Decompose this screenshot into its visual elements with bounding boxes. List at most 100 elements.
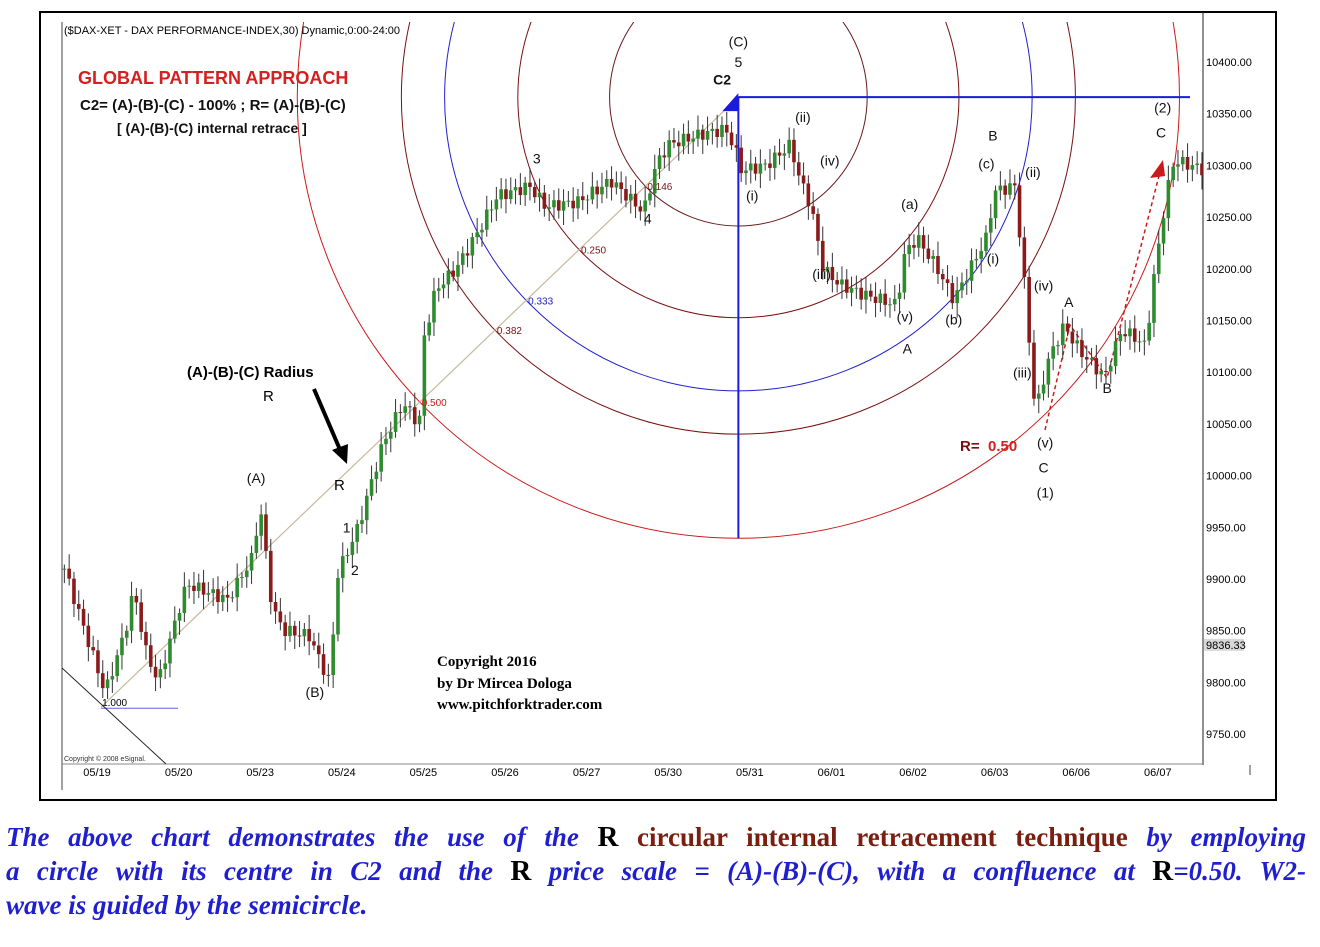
candle-body bbox=[964, 280, 969, 283]
date-tick-label: 05/26 bbox=[491, 767, 519, 779]
fib-label: 0.250 bbox=[581, 246, 606, 257]
candle-body bbox=[1008, 183, 1012, 195]
candle-body bbox=[201, 582, 206, 595]
candle-body bbox=[835, 280, 839, 285]
candle-body bbox=[216, 589, 220, 603]
chart-header: ($DAX-XET - DAX PERFORMANCE-INDEX,30) Dy… bbox=[64, 25, 400, 37]
date-tick-label: 06/03 bbox=[981, 767, 1009, 779]
candle-body bbox=[340, 556, 345, 578]
candle-body bbox=[465, 253, 470, 256]
date-tick-label: 05/20 bbox=[165, 767, 193, 779]
candle-body bbox=[1147, 322, 1151, 341]
candle-body bbox=[720, 124, 724, 137]
candle-body bbox=[1065, 323, 1070, 332]
candles bbox=[62, 111, 1203, 699]
candle-body bbox=[1128, 328, 1132, 337]
candle-body bbox=[532, 186, 537, 198]
w2-dashed-path bbox=[1044, 171, 1161, 431]
candle-body bbox=[388, 431, 393, 439]
candle-body bbox=[326, 674, 331, 676]
wave-label: 5 bbox=[734, 54, 742, 70]
candle-body bbox=[1017, 185, 1022, 238]
caption-text: =0.50. W2- bbox=[1173, 856, 1306, 886]
candle-body bbox=[302, 628, 307, 637]
candle-body bbox=[470, 237, 475, 256]
price-ticks: 10400.00 10350.00 10300.00 10250.00 10200.00… bbox=[1204, 57, 1252, 741]
chart-title: GLOBAL PATTERN APPROACH bbox=[78, 68, 348, 88]
candle-body bbox=[1003, 185, 1007, 195]
candle-body bbox=[398, 412, 403, 414]
date-tick-label: 05/19 bbox=[83, 767, 111, 779]
caption-r: R bbox=[597, 821, 619, 853]
candle-body bbox=[614, 182, 619, 188]
wave-label: 3 bbox=[533, 150, 541, 166]
candle-body bbox=[494, 199, 499, 210]
candle-body bbox=[384, 438, 388, 445]
candle-body bbox=[403, 406, 407, 413]
candle-body bbox=[758, 163, 763, 174]
candle-body bbox=[489, 209, 494, 211]
candle-body bbox=[196, 582, 201, 592]
candle-body bbox=[763, 163, 767, 165]
candle-body bbox=[600, 186, 604, 195]
last-price-box bbox=[1204, 638, 1244, 651]
candle-body bbox=[240, 577, 244, 579]
candle-body bbox=[955, 290, 959, 304]
candle-body bbox=[422, 335, 427, 416]
wave-label: (ii) bbox=[1025, 164, 1041, 180]
candle-body bbox=[676, 142, 681, 147]
candle-body bbox=[696, 129, 700, 139]
candle-body bbox=[1137, 341, 1142, 343]
price-tick-label: 9900.00 bbox=[1206, 574, 1246, 586]
chart-subtitle: C2= (A)-(B)-(C) - 100% ; R= (A)-(B)-(C) bbox=[80, 97, 346, 114]
candle-body bbox=[902, 254, 907, 293]
caption-text: by employing bbox=[1127, 822, 1306, 852]
candle-body bbox=[1080, 340, 1084, 358]
candle-body bbox=[374, 471, 379, 480]
candle-body bbox=[1195, 163, 1199, 166]
candle-body bbox=[1089, 358, 1094, 360]
candle-body bbox=[792, 139, 796, 163]
candle-body bbox=[633, 193, 638, 207]
candle-body bbox=[921, 235, 926, 249]
candle-body bbox=[292, 625, 297, 636]
copyright-line: by Dr Mircea Dologa bbox=[437, 676, 572, 692]
candle-body bbox=[974, 258, 979, 261]
fib-labels: 0.146 0.250 0.333 0.382 0.500 1.000 bbox=[102, 182, 673, 709]
candle-body bbox=[168, 638, 172, 664]
candle-body bbox=[854, 287, 859, 289]
candle-body bbox=[1200, 163, 1203, 176]
candle-body bbox=[254, 535, 259, 554]
candle-body bbox=[715, 128, 719, 137]
candle-body bbox=[115, 655, 119, 677]
candle-body bbox=[931, 256, 935, 259]
candle-body bbox=[547, 207, 551, 209]
candle-body bbox=[796, 162, 801, 176]
candle-body bbox=[321, 654, 326, 675]
caption-text: a circle with its centre in C2 and the bbox=[6, 856, 511, 886]
candle-body bbox=[1113, 341, 1118, 367]
price-tick-label: 10100.00 bbox=[1206, 367, 1252, 379]
red-arrow-icon bbox=[1150, 160, 1165, 178]
candle-body bbox=[393, 412, 398, 432]
candle-body bbox=[177, 613, 182, 621]
candle-body bbox=[187, 585, 191, 587]
candle-body bbox=[873, 296, 878, 303]
candle-body bbox=[748, 163, 753, 171]
candle-body bbox=[331, 634, 335, 676]
candle-body bbox=[864, 290, 868, 300]
candle-body bbox=[148, 645, 153, 667]
price-tick-label: 10300.00 bbox=[1206, 160, 1252, 172]
candle-body bbox=[969, 260, 974, 281]
price-tick-label: 10350.00 bbox=[1206, 109, 1252, 121]
caption-text: The above chart demonstrates the use of … bbox=[6, 822, 598, 852]
price-tick-label: 10000.00 bbox=[1206, 471, 1252, 483]
candle-body bbox=[408, 406, 412, 408]
candle-body bbox=[1190, 165, 1195, 170]
wave-label: (B) bbox=[306, 684, 325, 700]
dax-chart: (C) 5C2 3 4 1 2 (A) (B) (ii) (i) (iv) (iii) (a) (v) (b… bbox=[39, 11, 1277, 801]
wave-label: (iii) bbox=[812, 266, 831, 282]
candle-body bbox=[297, 635, 302, 637]
candle-body bbox=[585, 199, 590, 201]
candle-body bbox=[1180, 156, 1185, 165]
